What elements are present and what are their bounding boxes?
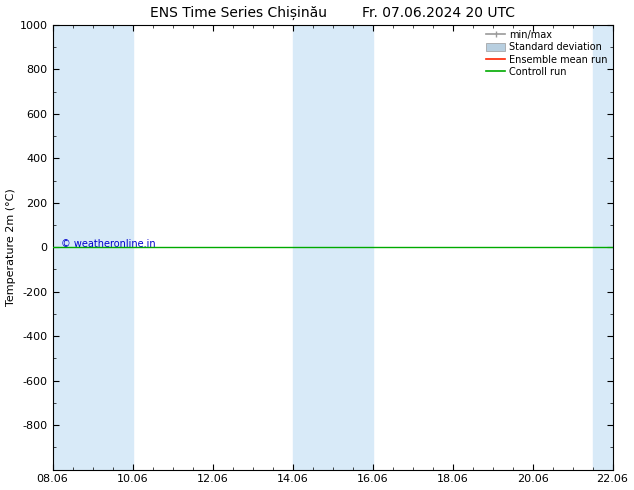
Bar [593,25,612,469]
Bar [292,25,373,469]
Y-axis label: Temperature 2m (°C): Temperature 2m (°C) [6,188,16,306]
Text: © weatheronline.in: © weatheronline.in [61,239,155,249]
Title: ENS Time Series Chișinău        Fr. 07.06.2024 20 UTC: ENS Time Series Chișinău Fr. 07.06.2024 … [150,5,515,20]
Legend: min/max, Standard deviation, Ensemble mean run, Controll run: min/max, Standard deviation, Ensemble me… [484,28,609,79]
Bar [53,25,133,469]
